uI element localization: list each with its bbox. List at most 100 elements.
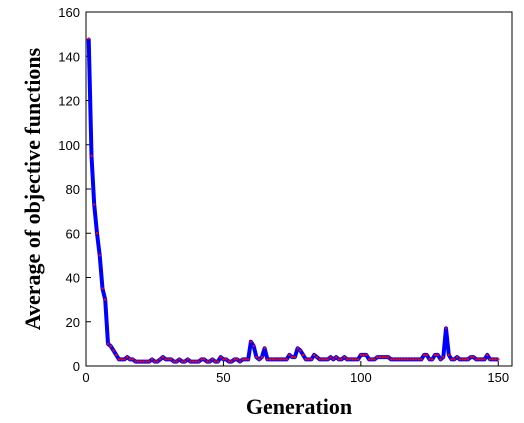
data-point	[87, 37, 90, 40]
data-point	[318, 358, 321, 361]
data-point	[95, 232, 99, 235]
data-point	[112, 349, 115, 352]
data-point	[450, 358, 453, 361]
data-point	[249, 340, 253, 343]
data-point	[123, 358, 126, 361]
data-point	[486, 353, 489, 357]
data-point	[414, 358, 418, 361]
data-point	[159, 358, 162, 361]
data-point	[271, 358, 275, 361]
data-point	[373, 358, 376, 361]
plot-frame	[85, 11, 513, 367]
data-point	[409, 358, 412, 361]
data-point	[343, 355, 346, 359]
data-point	[268, 358, 272, 361]
data-point	[175, 360, 178, 363]
y-tick-label: 20	[66, 315, 80, 330]
data-point	[321, 358, 324, 361]
data-point	[301, 353, 305, 357]
data-point	[120, 358, 123, 361]
data-point	[464, 358, 467, 361]
data-point	[222, 358, 225, 361]
x-tick-label: 0	[82, 370, 89, 385]
data-point	[428, 358, 431, 361]
data-point	[208, 360, 211, 363]
data-point	[345, 358, 349, 361]
plot-area	[85, 11, 513, 367]
data-point	[194, 360, 198, 363]
data-point	[246, 358, 250, 361]
x-tick-label: 150	[487, 370, 509, 385]
data-point	[205, 360, 209, 363]
data-point	[252, 344, 255, 348]
data-point	[406, 358, 409, 361]
data-point	[266, 358, 269, 361]
data-point	[128, 358, 132, 361]
data-point	[167, 358, 170, 361]
data-point	[455, 355, 459, 359]
data-point	[299, 349, 302, 352]
data-point	[279, 358, 283, 361]
y-tick-label: 140	[58, 49, 80, 64]
data-point	[106, 342, 110, 346]
data-point	[483, 358, 486, 361]
data-point	[93, 203, 96, 206]
data-point	[365, 353, 368, 357]
data-point	[202, 358, 206, 361]
data-point	[362, 353, 365, 357]
data-point	[98, 254, 101, 257]
data-point	[370, 358, 374, 361]
data-point	[497, 358, 500, 361]
data-point	[425, 353, 428, 357]
data-point	[153, 360, 156, 363]
x-axis-ticks: 0 50 100 150	[82, 361, 509, 385]
data-point	[461, 358, 464, 361]
data-point	[180, 360, 184, 363]
y-tick-label: 60	[66, 226, 80, 241]
y-axis-label: Average of objective functions	[20, 47, 45, 330]
data-point	[186, 358, 189, 361]
data-point	[274, 358, 277, 361]
data-point	[400, 358, 404, 361]
data-point	[378, 355, 382, 359]
data-point	[442, 355, 445, 359]
data-point	[172, 360, 176, 363]
data-point	[145, 360, 148, 363]
data-point	[433, 353, 437, 357]
data-point	[453, 358, 456, 361]
data-point	[101, 287, 104, 290]
data-point	[211, 358, 214, 361]
data-point	[219, 355, 222, 359]
data-point	[436, 353, 439, 357]
data-point	[310, 358, 313, 361]
data-point	[150, 358, 154, 361]
data-point	[411, 358, 415, 361]
data-point	[191, 360, 195, 363]
data-point	[161, 355, 165, 359]
data-point	[475, 358, 478, 361]
data-point	[255, 355, 258, 359]
data-point	[183, 360, 187, 363]
data-point	[233, 358, 236, 361]
data-point	[323, 358, 327, 361]
series-layer	[86, 37, 500, 364]
data-point	[491, 358, 494, 361]
data-point	[257, 358, 261, 361]
data-point	[304, 358, 308, 361]
data-point	[115, 353, 118, 357]
data-point	[307, 358, 310, 361]
data-point	[477, 358, 481, 361]
y-tick-label: 0	[73, 359, 80, 374]
data-point	[156, 360, 159, 363]
data-point	[392, 358, 396, 361]
data-point	[227, 360, 231, 363]
data-point	[238, 360, 242, 363]
data-point	[387, 355, 390, 359]
data-point	[224, 358, 228, 361]
data-point	[354, 358, 357, 361]
y-tick-label: 120	[58, 94, 80, 109]
data-point	[178, 358, 181, 361]
data-point	[398, 358, 401, 361]
data-point	[367, 358, 371, 361]
data-point	[351, 358, 354, 361]
